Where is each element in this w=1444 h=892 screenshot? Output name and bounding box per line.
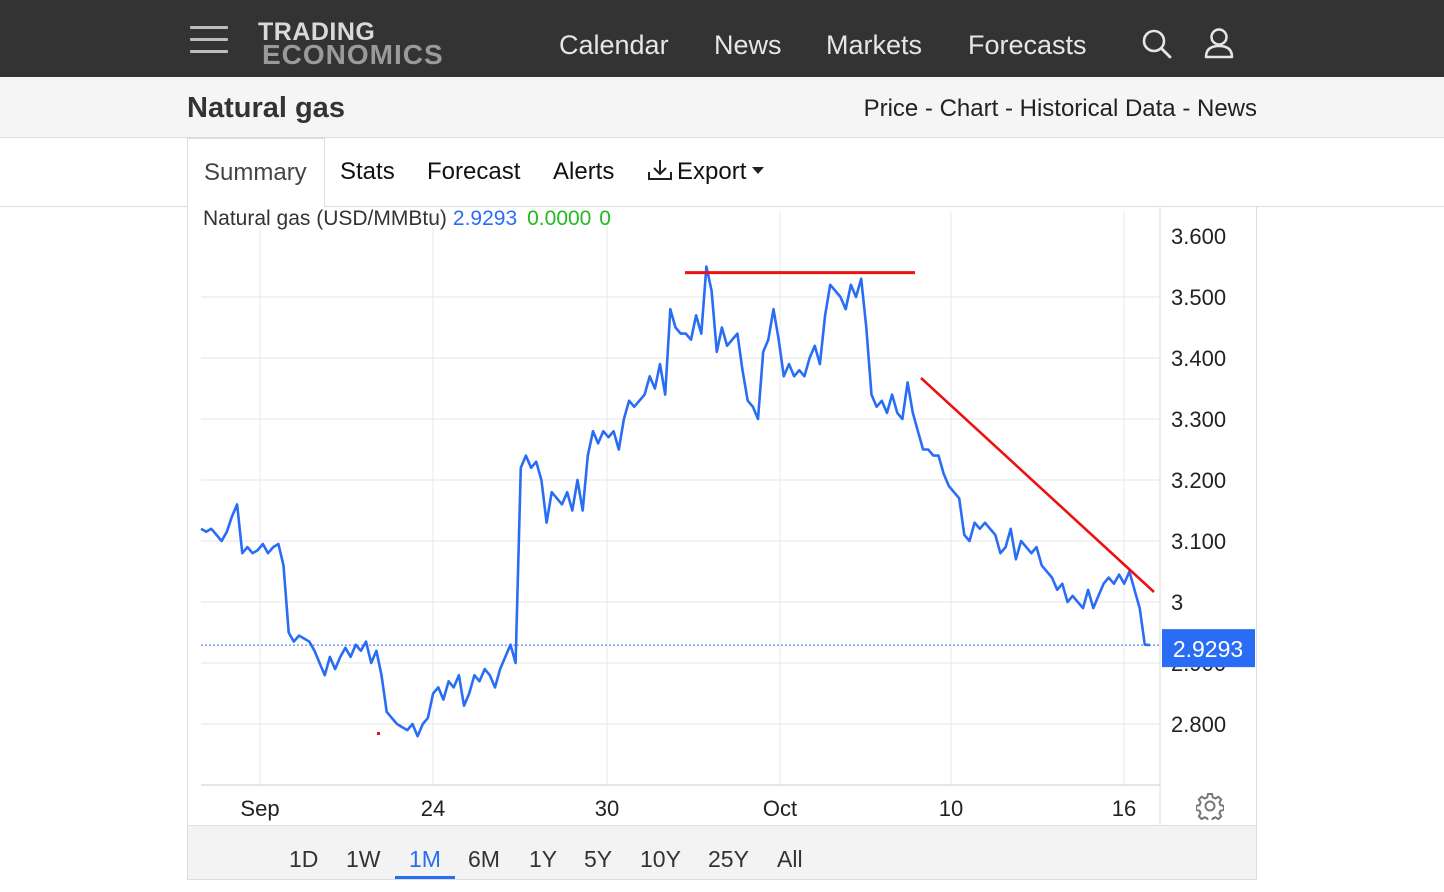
x-tick-label: 10 [939, 796, 963, 821]
legend-change: 0.0000 [527, 207, 592, 230]
chart-container [187, 207, 1257, 880]
last-price-tag-label: 2.9293 [1173, 636, 1243, 662]
y-tick-label: 3.500 [1171, 285, 1226, 310]
range-1d[interactable]: 1D [289, 846, 319, 872]
tab-stats[interactable]: Stats [340, 158, 395, 185]
active-range-indicator [395, 876, 455, 879]
nav-markets[interactable]: Markets [826, 30, 923, 60]
price-series-line [200, 265, 1151, 738]
page-title: Natural gas [187, 92, 345, 124]
range-10y[interactable]: 10Y [640, 846, 681, 872]
legend-price: 2.9293 [452, 207, 518, 230]
chart-tabs: Summary Stats Forecast Alerts Export [0, 138, 1444, 208]
logo-line1: TRADING [258, 18, 376, 46]
link-separator: - [918, 95, 940, 122]
range-1m[interactable]: 1M [409, 846, 441, 872]
range-1w[interactable]: 1W [346, 846, 381, 872]
range-5y[interactable]: 5Y [584, 846, 613, 872]
tab-summary[interactable]: Summary [187, 138, 325, 208]
y-tick-label: 3.400 [1171, 346, 1226, 371]
nav-forecasts[interactable]: Forecasts [968, 30, 1087, 60]
legend-change-pct: 0 [599, 207, 611, 230]
tab-forecast[interactable]: Forecast [427, 158, 521, 185]
link-chart[interactable]: Chart [939, 95, 999, 122]
range-all[interactable]: All [777, 846, 803, 872]
time-range-selector: 1D 1W 1M 6M 1Y 5Y 10Y 25Y All [188, 825, 1256, 879]
link-separator: - [998, 95, 1020, 122]
section-links: Price - Chart - Historical Data - News [864, 95, 1257, 123]
download-icon [648, 160, 672, 180]
range-1y[interactable]: 1Y [529, 846, 558, 872]
trading-economics-logo[interactable]: TRADING ECONOMICS [258, 20, 448, 70]
link-historical-data[interactable]: Historical Data [1019, 95, 1176, 122]
y-tick-label: 3.300 [1171, 407, 1226, 432]
legend-series-name: Natural gas (USD/MMBtu) [203, 207, 447, 230]
link-news[interactable]: News [1196, 95, 1257, 122]
last-price-tag [1162, 629, 1255, 668]
y-tick-label: 2.800 [1171, 712, 1226, 737]
nav-calendar[interactable]: Calendar [559, 30, 669, 60]
range-25y[interactable]: 25Y [708, 846, 749, 872]
search-icon[interactable] [1141, 28, 1173, 60]
gear-icon[interactable] [1196, 792, 1224, 820]
page-title-bar: Natural gas Price - Chart - Historical D… [0, 77, 1444, 138]
x-tick-label: 16 [1112, 796, 1136, 821]
y-tick-label: 3 [1171, 590, 1183, 615]
y-tick-label: 3.100 [1171, 529, 1226, 554]
annotation-dot [377, 732, 380, 735]
y-tick-label: 3.200 [1171, 468, 1226, 493]
export-label: Export [677, 158, 747, 185]
hamburger-menu-icon[interactable] [190, 26, 230, 56]
x-tick-label: 30 [595, 796, 619, 821]
caret-down-icon [752, 167, 765, 174]
link-price[interactable]: Price [863, 95, 919, 122]
x-tick-label: Sep [240, 796, 279, 821]
nav-news[interactable]: News [714, 30, 782, 60]
x-tick-label: 24 [421, 796, 445, 821]
tab-alerts[interactable]: Alerts [553, 158, 615, 185]
top-navigation-bar: TRADING ECONOMICS Calendar News Markets … [0, 0, 1444, 77]
y-tick-label: 3.600 [1171, 224, 1226, 249]
chart-legend: Natural gas (USD/MMBtu) 2.9293 0.0000 0 [203, 207, 611, 231]
range-6m[interactable]: 6M [468, 846, 500, 872]
export-button[interactable]: Export [647, 158, 765, 186]
x-tick-label: Oct [763, 796, 797, 821]
descending-trendline [920, 377, 1155, 593]
logo-line2: ECONOMICS [262, 39, 444, 70]
user-account-icon[interactable] [1203, 27, 1235, 59]
link-separator: - [1175, 95, 1197, 122]
